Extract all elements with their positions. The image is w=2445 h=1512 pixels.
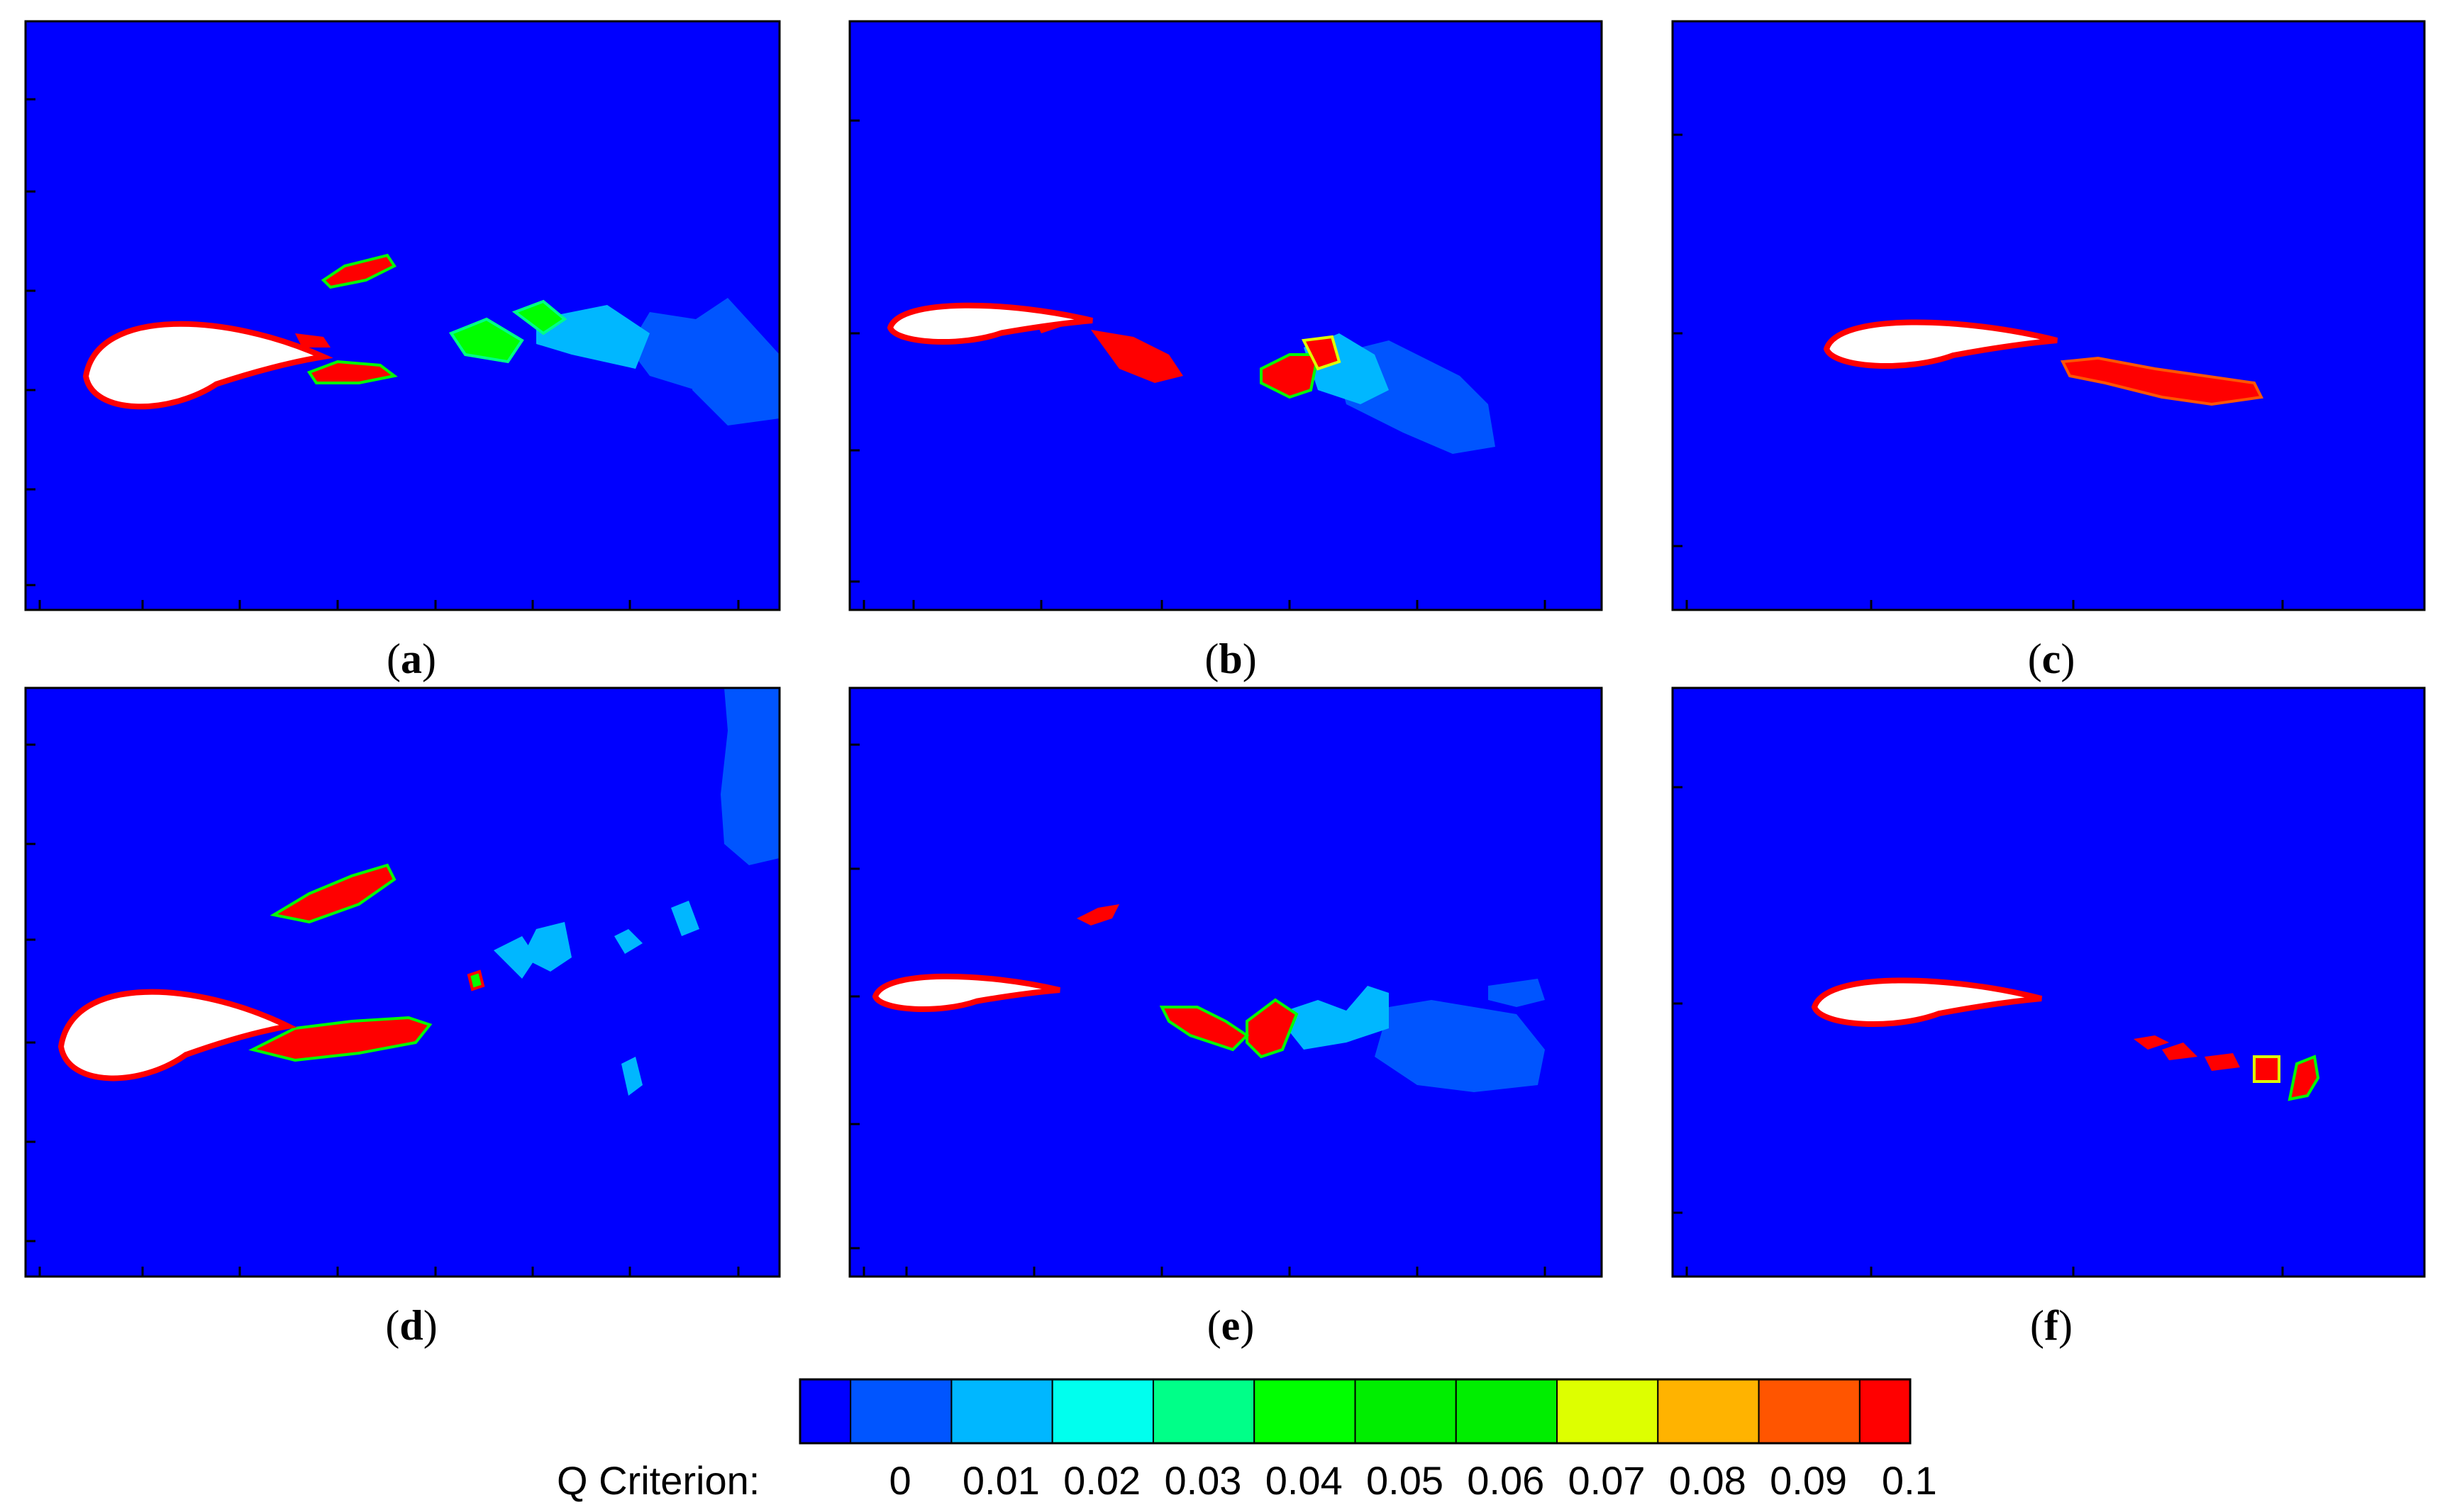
- contour-panel-c: [1671, 20, 2426, 611]
- vortex-red: [1246, 998, 1299, 1059]
- vortex-red: [270, 863, 397, 924]
- wake-blob: [448, 317, 524, 364]
- wake-blob: [536, 305, 650, 369]
- contour-plot-a: [24, 20, 781, 611]
- wake-blob: [1375, 1000, 1545, 1092]
- colorbar-segment: [799, 1379, 852, 1444]
- colorbar-segment: [1354, 1379, 1457, 1444]
- wake-blob: [1275, 986, 1389, 1050]
- wake-blob: [692, 298, 780, 426]
- panel-label-a: (a): [387, 635, 436, 682]
- airfoil: [1811, 977, 2042, 1027]
- colorbar-tick-label: 0.05: [1366, 1458, 1443, 1503]
- axes-frame: [1671, 686, 2426, 1278]
- flow-field: [1673, 21, 2424, 610]
- wake-blob: [671, 901, 699, 936]
- airfoil: [82, 321, 333, 410]
- contour-plot-b: [848, 20, 1603, 611]
- colorbar-segment: [950, 1379, 1053, 1444]
- colorbar-title: Q Criterion:: [557, 1458, 760, 1503]
- airfoil: [887, 302, 1093, 345]
- colorbar-segment: [1253, 1379, 1356, 1444]
- colorbar-tick-label: 0.02: [1063, 1458, 1141, 1503]
- axes-frame: [848, 20, 1603, 611]
- vortex-red: [1159, 1006, 1250, 1052]
- wake-blob: [614, 929, 643, 954]
- airfoil: [872, 973, 1060, 1012]
- colorbar-segment: [1556, 1379, 1659, 1444]
- vortex-red: [306, 360, 398, 384]
- colorbar-segment: [1455, 1379, 1558, 1444]
- vortex-red: [2205, 1053, 2240, 1071]
- colorbar-tick-label: 0.06: [1467, 1458, 1545, 1503]
- colorbar-tick-label: 0.1: [1881, 1458, 1937, 1503]
- vortex-red: [248, 1016, 433, 1062]
- wake-blob: [522, 922, 572, 972]
- axes-frame: [24, 20, 781, 611]
- panel-label-d: (d): [385, 1302, 438, 1349]
- colorbar-segment: [1858, 1379, 1911, 1444]
- wake-blob: [1488, 979, 1545, 1007]
- axes-frame: [848, 686, 1603, 1278]
- panel-label-e: (e): [1207, 1302, 1255, 1349]
- wake-blob: [621, 1057, 643, 1096]
- vortex-red: [2288, 1055, 2320, 1101]
- panel-label-b: (b): [1204, 635, 1257, 682]
- wake-blob: [721, 688, 780, 865]
- vortex-red: [2134, 1035, 2169, 1050]
- contour-panel-d: [24, 686, 781, 1278]
- colorbar-tick-label: 0.07: [1568, 1458, 1646, 1503]
- contour-panel-e: [848, 686, 1603, 1278]
- vortex-red: [1260, 353, 1320, 399]
- flow-field: [26, 688, 780, 1277]
- vortex-red: [1301, 335, 1341, 371]
- contour-panel-a: [24, 20, 781, 611]
- contour-plot-f: [1671, 686, 2426, 1278]
- contour-panel-f: [1671, 686, 2426, 1278]
- colorbar-segment: [1051, 1379, 1154, 1444]
- vortex-red: [321, 253, 397, 289]
- colorbar-tick-label: 0.03: [1164, 1458, 1242, 1503]
- axes-frame: [1671, 20, 2426, 611]
- airfoil: [1823, 319, 2058, 369]
- contour-plot-c: [1671, 20, 2426, 611]
- colorbar-tick-label: 0.01: [962, 1458, 1040, 1503]
- colorbar-tick-label: 0.09: [1770, 1458, 1848, 1503]
- vortex-red: [2060, 356, 2264, 406]
- colorbar-tick-label: 0.08: [1668, 1458, 1746, 1503]
- colorbar-segment: [1657, 1379, 1760, 1444]
- colorbar-segment: [1152, 1379, 1255, 1444]
- colorbar-tick-label: 0: [889, 1458, 911, 1503]
- axes-frame: [24, 686, 781, 1278]
- vortex-red: [1077, 904, 1119, 925]
- flow-field: [1673, 688, 2424, 1277]
- contour-panel-b: [848, 20, 1603, 611]
- contour-plot-d: [24, 686, 781, 1278]
- wake-blob: [511, 299, 567, 335]
- vortex-red: [2162, 1043, 2197, 1060]
- panel-label-f: (f): [2030, 1302, 2073, 1349]
- wake-blob: [494, 936, 536, 979]
- colorbar-segment: [850, 1379, 953, 1444]
- colorbar-frame: [799, 1378, 1912, 1445]
- vortex-red: [467, 969, 485, 991]
- vortex-red: [1091, 330, 1183, 383]
- vortex-red: [295, 333, 331, 348]
- colorbar-segment: [1758, 1379, 1861, 1444]
- colorbar-tick-label: 0.04: [1265, 1458, 1343, 1503]
- contour-plot-e: [848, 686, 1603, 1278]
- vortex-red: [2253, 1055, 2280, 1083]
- airfoil: [57, 989, 297, 1082]
- panel-label-c: (c): [2027, 635, 2075, 682]
